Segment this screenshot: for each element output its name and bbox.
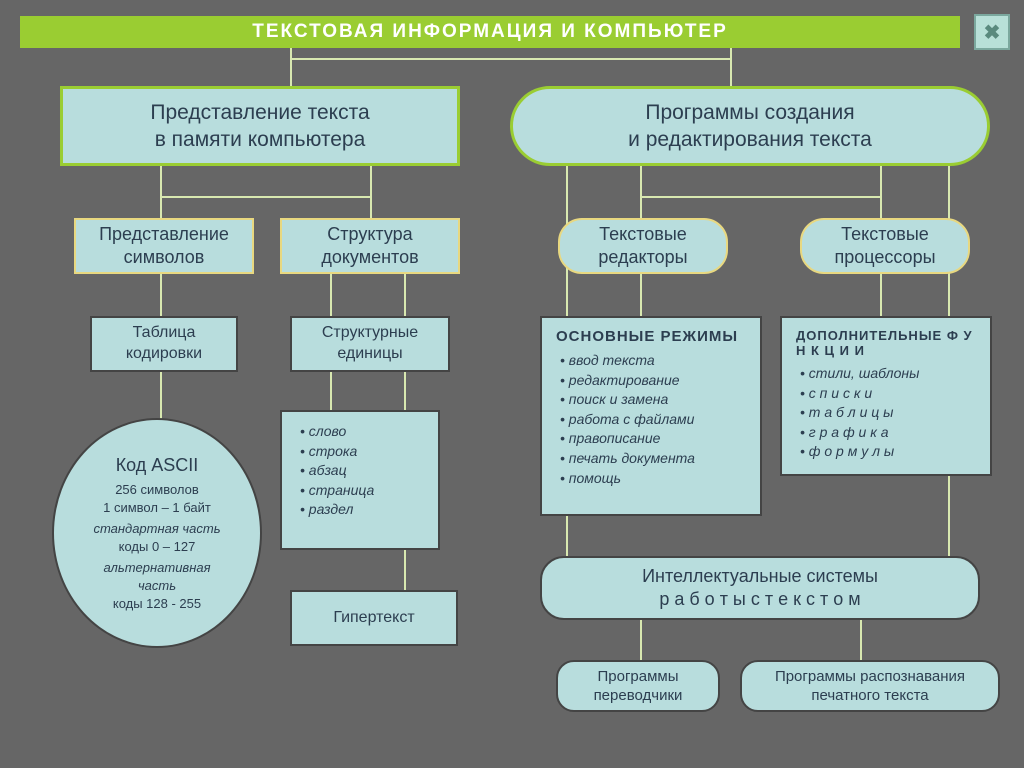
connector	[160, 166, 162, 218]
label: процессоры	[834, 246, 935, 269]
label: Гипертекст	[333, 608, 414, 629]
list-item: с п и с к и	[800, 384, 976, 404]
node-modes: ОСНОВНЫЕ РЕЖИМЫ ввод текстаредактировани…	[540, 316, 762, 516]
list-item: абзац	[300, 461, 424, 481]
list-item: г р а ф и к а	[800, 423, 976, 443]
connector	[860, 620, 862, 660]
connector	[370, 166, 372, 218]
list: ввод текстаредактированиепоиск и заменар…	[556, 351, 746, 488]
label: Код ASCII	[116, 454, 199, 477]
connector	[160, 372, 162, 420]
list: стили, шаблоныс п и с к ит а б л и ц ыг …	[796, 364, 976, 462]
connector	[640, 166, 642, 218]
list-item: поиск и замена	[560, 390, 746, 410]
list-item: т а б л и ц ы	[800, 403, 976, 423]
label: и редактирования текста	[628, 126, 872, 153]
label: единицы	[337, 344, 402, 365]
connector	[290, 48, 292, 86]
node-translators: Программы переводчики	[556, 660, 720, 712]
node-struct-units: Структурные единицы	[290, 316, 450, 372]
connector	[640, 620, 642, 660]
label: 1 символ – 1 байт	[103, 499, 211, 517]
list-item: ввод текста	[560, 351, 746, 371]
node-hypertext: Гипертекст	[290, 590, 458, 646]
node-symbols: Представление символов	[74, 218, 254, 274]
label: Интеллектуальные системы	[642, 565, 878, 588]
label: документов	[321, 246, 418, 269]
label: в памяти компьютера	[155, 126, 366, 153]
label: альтернативная	[103, 559, 210, 577]
label: редакторы	[598, 246, 687, 269]
label: символов	[124, 246, 205, 269]
label: Текстовые	[841, 223, 929, 246]
label: Представление	[99, 223, 229, 246]
label: р а б о т ы с т е к с т о м	[659, 588, 860, 611]
connector	[290, 58, 730, 60]
label: Программы	[597, 667, 678, 687]
node-representation: Представление текста в памяти компьютера	[60, 86, 460, 166]
header: ДОПОЛНИТЕЛЬНЫЕ Ф У Н К Ц И И	[796, 328, 976, 358]
list-item: редактирование	[560, 371, 746, 391]
node-processors: Текстовые процессоры	[800, 218, 970, 274]
label: Представление текста	[150, 99, 369, 126]
list: словострокаабзацстраницараздел	[296, 422, 424, 520]
connector	[404, 274, 406, 316]
node-ocr: Программы распознавания печатного текста	[740, 660, 1000, 712]
connector	[730, 48, 732, 86]
label: Текстовые	[599, 223, 687, 246]
node-funcs: ДОПОЛНИТЕЛЬНЫЕ Ф У Н К Ц И И стили, шабл…	[780, 316, 992, 476]
list-item: строка	[300, 442, 424, 462]
label: коды 128 - 255	[113, 595, 201, 613]
list-item: ф о р м у л ы	[800, 442, 976, 462]
node-programs: Программы создания и редактирования текс…	[510, 86, 990, 166]
label: печатного текста	[811, 686, 928, 706]
node-structure: Структура документов	[280, 218, 460, 274]
label: Программы создания	[645, 99, 854, 126]
list-item: стили, шаблоны	[800, 364, 976, 384]
label: Таблица	[133, 323, 196, 344]
connector	[640, 196, 882, 198]
node-intel: Интеллектуальные системы р а б о т ы с т…	[540, 556, 980, 620]
list-item: страница	[300, 481, 424, 501]
connector	[330, 274, 332, 316]
connector	[160, 196, 372, 198]
node-encoding-table: Таблица кодировки	[90, 316, 238, 372]
page-title: ТЕКСТОВАЯ ИНФОРМАЦИЯ И КОМПЬЮТЕР	[20, 16, 960, 48]
connector	[330, 372, 332, 410]
node-editors: Текстовые редакторы	[558, 218, 728, 274]
list-item: правописание	[560, 429, 746, 449]
list-item: печать документа	[560, 449, 746, 469]
close-icon[interactable]: ✖	[974, 14, 1010, 50]
label: Структурные	[322, 323, 418, 344]
label: коды 0 – 127	[119, 538, 196, 556]
node-units-list: словострокаабзацстраницараздел	[280, 410, 440, 550]
label: стандартная часть	[93, 520, 220, 538]
connector	[160, 274, 162, 316]
label: часть	[138, 577, 176, 595]
list-item: раздел	[300, 500, 424, 520]
connector	[880, 274, 882, 316]
connector	[640, 274, 642, 316]
label: 256 символов	[115, 481, 199, 499]
list-item: слово	[300, 422, 424, 442]
node-ascii: Код ASCII 256 символов 1 символ – 1 байт…	[52, 418, 262, 648]
connector	[880, 166, 882, 218]
list-item: работа с файлами	[560, 410, 746, 430]
label: кодировки	[126, 344, 202, 365]
label: Структура	[327, 223, 412, 246]
list-item: помощь	[560, 469, 746, 489]
header: ОСНОВНЫЕ РЕЖИМЫ	[556, 328, 746, 345]
label: переводчики	[594, 686, 683, 706]
label: Программы распознавания	[775, 667, 965, 687]
